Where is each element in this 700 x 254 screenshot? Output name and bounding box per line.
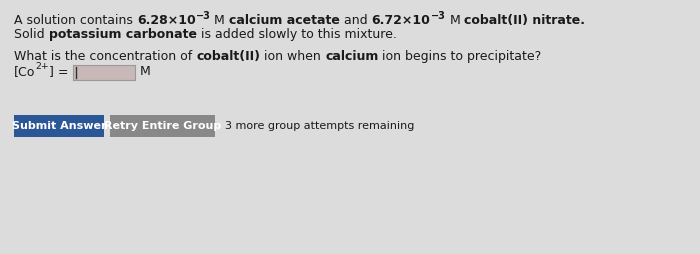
Text: Retry Entire Group: Retry Entire Group (104, 121, 221, 131)
Text: ion when: ion when (260, 50, 325, 63)
Text: Solid: Solid (14, 28, 48, 41)
Text: potassium carbonate: potassium carbonate (48, 28, 197, 41)
Text: and: and (340, 14, 372, 27)
Text: M: M (445, 14, 464, 27)
Text: ion begins to precipitate?: ion begins to precipitate? (379, 50, 542, 63)
Text: What is the concentration of: What is the concentration of (14, 50, 196, 63)
Text: 3 more group attempts remaining: 3 more group attempts remaining (225, 121, 414, 131)
Text: ] =: ] = (49, 65, 73, 78)
Text: 6.28×10: 6.28×10 (137, 14, 195, 27)
Text: calcium acetate: calcium acetate (230, 14, 340, 27)
Text: cobalt(II): cobalt(II) (196, 50, 260, 63)
Text: calcium: calcium (325, 50, 379, 63)
Text: Submit Answer: Submit Answer (12, 121, 106, 131)
Text: −3: −3 (195, 11, 211, 21)
Text: is added slowly to this mixture.: is added slowly to this mixture. (197, 28, 396, 41)
Text: M: M (139, 65, 150, 78)
Text: 2+: 2+ (36, 62, 49, 71)
Text: [Co: [Co (14, 65, 36, 78)
Text: M: M (211, 14, 230, 27)
Text: 6.72×10: 6.72×10 (372, 14, 430, 27)
Text: cobalt(II) nitrate.: cobalt(II) nitrate. (464, 14, 585, 27)
Text: −3: −3 (430, 11, 445, 21)
Text: A solution contains: A solution contains (14, 14, 137, 27)
